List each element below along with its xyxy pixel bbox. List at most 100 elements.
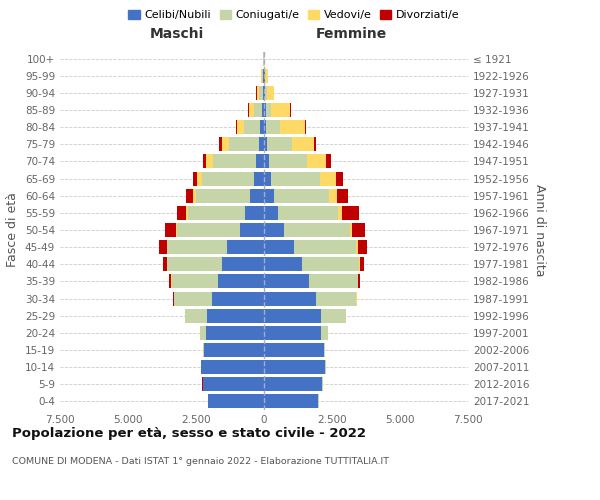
Legend: Celibi/Nubili, Coniugati/e, Vedovi/e, Divorziati/e: Celibi/Nubili, Coniugati/e, Vedovi/e, Di… [124, 6, 464, 25]
Bar [188, 206, 245, 220]
Bar [264, 240, 294, 254]
Bar [320, 172, 336, 185]
Bar [257, 86, 259, 100]
Text: Popolazione per età, sesso e stato civile - 2022: Popolazione per età, sesso e stato civil… [12, 428, 366, 440]
Bar [259, 138, 264, 151]
Bar [202, 172, 254, 185]
Bar [236, 120, 237, 134]
Bar [264, 258, 302, 272]
Bar [358, 240, 367, 254]
Bar [263, 68, 264, 82]
Bar [309, 274, 358, 288]
Bar [250, 188, 264, 202]
Bar [202, 360, 264, 374]
Bar [324, 343, 325, 357]
Bar [262, 68, 263, 82]
Bar [316, 292, 356, 306]
Bar [360, 258, 364, 272]
Bar [321, 326, 328, 340]
Bar [338, 206, 343, 220]
Bar [206, 154, 213, 168]
Bar [197, 172, 202, 185]
Bar [271, 103, 290, 117]
Bar [266, 103, 271, 117]
Bar [294, 240, 356, 254]
Bar [302, 258, 359, 272]
Bar [222, 258, 264, 272]
Bar [218, 274, 264, 288]
Bar [267, 138, 292, 151]
Bar [262, 103, 264, 117]
Bar [264, 172, 271, 185]
Bar [165, 223, 176, 237]
Bar [280, 120, 305, 134]
Bar [305, 120, 306, 134]
Bar [274, 188, 329, 202]
Bar [237, 120, 244, 134]
Bar [254, 172, 264, 185]
Bar [269, 154, 307, 168]
Bar [264, 223, 284, 237]
Bar [352, 223, 365, 237]
Bar [265, 86, 267, 100]
Bar [261, 68, 262, 82]
Bar [185, 308, 207, 322]
Bar [167, 240, 227, 254]
Bar [358, 274, 360, 288]
Bar [163, 258, 167, 272]
Bar [207, 308, 264, 322]
Bar [187, 206, 188, 220]
Bar [343, 206, 359, 220]
Bar [278, 206, 338, 220]
Bar [264, 274, 309, 288]
Bar [196, 188, 250, 202]
Bar [264, 206, 278, 220]
Bar [208, 394, 264, 408]
Bar [245, 206, 264, 220]
Bar [229, 138, 259, 151]
Bar [193, 188, 196, 202]
Bar [329, 188, 337, 202]
Bar [172, 274, 218, 288]
Bar [264, 343, 324, 357]
Bar [177, 223, 239, 237]
Bar [356, 240, 358, 254]
Bar [159, 240, 167, 254]
Bar [264, 154, 269, 168]
Bar [321, 308, 346, 322]
Bar [290, 103, 291, 117]
Bar [264, 308, 321, 322]
Bar [213, 154, 256, 168]
Y-axis label: Fasce di età: Fasce di età [7, 192, 19, 268]
Bar [221, 138, 229, 151]
Bar [264, 86, 265, 100]
Bar [260, 120, 264, 134]
Bar [264, 378, 322, 392]
Y-axis label: Anni di nascita: Anni di nascita [533, 184, 546, 276]
Text: Femmine: Femmine [316, 26, 386, 40]
Bar [254, 103, 262, 117]
Bar [173, 292, 174, 306]
Bar [174, 292, 212, 306]
Bar [337, 188, 348, 202]
Bar [193, 172, 197, 185]
Bar [220, 138, 221, 151]
Text: Maschi: Maschi [150, 26, 204, 40]
Bar [356, 292, 358, 306]
Bar [307, 154, 326, 168]
Bar [264, 138, 267, 151]
Bar [267, 86, 274, 100]
Bar [265, 68, 268, 82]
Bar [204, 343, 264, 357]
Bar [203, 343, 204, 357]
Bar [264, 360, 325, 374]
Bar [264, 103, 266, 117]
Bar [227, 240, 264, 254]
Bar [292, 138, 314, 151]
Bar [326, 154, 331, 168]
Bar [167, 258, 222, 272]
Bar [249, 103, 254, 117]
Bar [264, 326, 321, 340]
Bar [176, 223, 177, 237]
Bar [177, 206, 187, 220]
